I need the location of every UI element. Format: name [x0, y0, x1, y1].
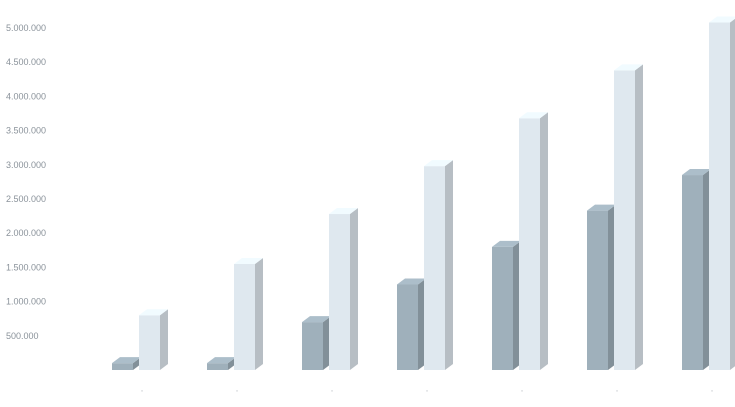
y-tick-label: 4.000.000 [6, 91, 46, 101]
bar [492, 240, 521, 370]
bar-front-face [112, 363, 133, 370]
y-tick-label: 4.500.000 [6, 57, 46, 67]
bar-front-face [397, 284, 418, 370]
x-tick-mark: ' [521, 389, 523, 398]
bar-top-face [424, 160, 453, 167]
bar [207, 357, 236, 370]
bar-front-face [682, 175, 703, 370]
y-tick-label: 2.500.000 [6, 194, 46, 204]
bar-top-face [139, 309, 168, 316]
x-tick-mark: ' [236, 389, 238, 398]
bar [587, 204, 616, 370]
x-tick-mark: ' [141, 389, 143, 398]
y-tick-label: 5.000.000 [6, 23, 46, 33]
bar [614, 64, 643, 371]
y-tick-label: 2.000.000 [6, 228, 46, 238]
bar [709, 16, 735, 370]
bar-top-face [682, 169, 711, 176]
x-tick-mark: ' [711, 389, 713, 398]
bar-side-face [540, 112, 548, 371]
bar-front-face [519, 118, 540, 371]
bar-top-face [207, 357, 236, 364]
y-tick-label: 3.000.000 [6, 160, 46, 170]
bar-top-face [492, 240, 521, 247]
bar-top-face [519, 112, 548, 119]
bar-front-face [424, 166, 445, 370]
bar-front-face [234, 263, 255, 370]
bar-top-face [614, 64, 643, 71]
bar [329, 208, 358, 370]
bar-side-face [350, 208, 358, 370]
bar-front-face [492, 246, 513, 370]
bar-front-face [302, 322, 323, 370]
x-tick-mark: ' [616, 389, 618, 398]
bar [397, 278, 426, 370]
x-tick-mark: ' [426, 389, 428, 398]
bar-side-face [160, 309, 168, 370]
y-tick-label: 1.000.000 [6, 297, 46, 307]
bar-front-face [207, 363, 228, 370]
bar [424, 160, 453, 370]
bar-front-face [709, 22, 730, 370]
bar [519, 112, 548, 371]
bar-front-face [329, 214, 350, 370]
bar-side-face [255, 257, 263, 370]
bar-side-face [445, 160, 453, 370]
bar-top-face [397, 278, 426, 285]
bar-top-face [112, 357, 141, 364]
bar-top-face [587, 204, 616, 211]
x-tick-mark: ' [331, 389, 333, 398]
bar-series [112, 16, 735, 371]
bar-front-face [139, 315, 160, 370]
bar [682, 169, 711, 370]
y-axis: 5.000.000 4.500.000 4.000.000 3.500.000 3.00… [6, 23, 46, 341]
bar-top-face [329, 208, 358, 215]
bar-top-face [709, 16, 735, 23]
bar [234, 257, 263, 370]
bar-front-face [614, 70, 635, 371]
bar-top-face [234, 257, 263, 264]
bar [139, 309, 168, 370]
x-axis: ' ' ' ' ' ' ' [141, 389, 713, 398]
bar [302, 316, 331, 370]
bar-side-face [635, 64, 643, 371]
y-tick-label: 1.500.000 [6, 262, 46, 272]
bar-front-face [587, 210, 608, 370]
bar [112, 357, 141, 370]
bar-top-face [302, 316, 331, 323]
y-tick-label: 500.000 [6, 331, 39, 341]
bar-side-face [730, 18, 735, 370]
y-tick-label: 3.500.000 [6, 126, 46, 136]
